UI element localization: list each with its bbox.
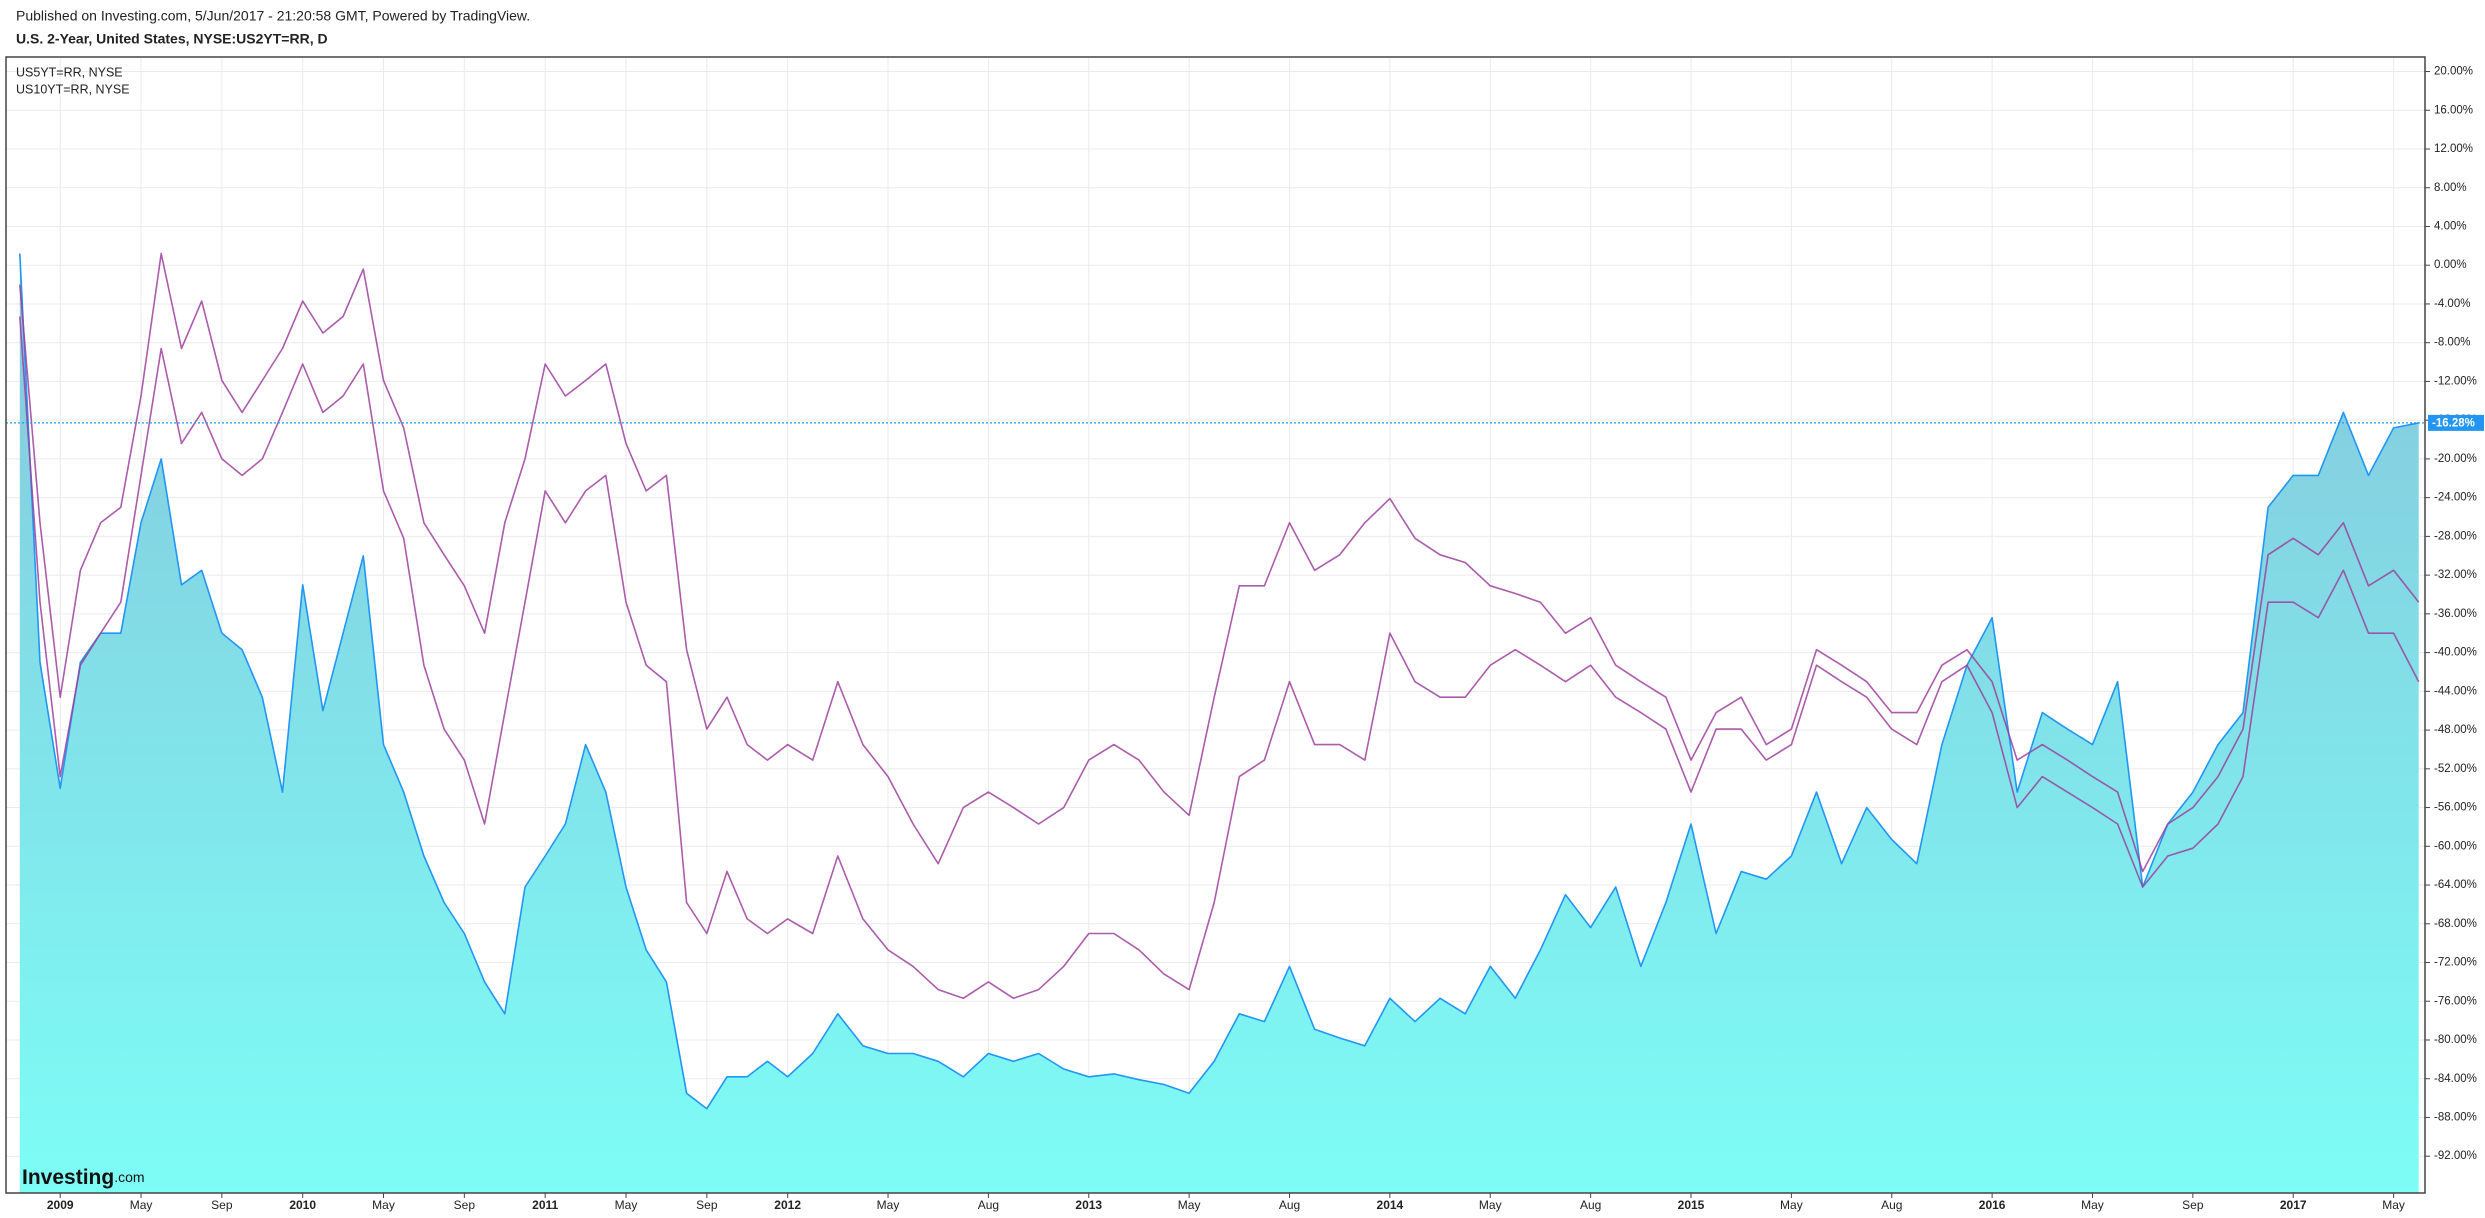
y-tick-label: -88.00% — [2434, 1111, 2477, 1123]
x-tick-label: May — [1178, 1198, 1201, 1212]
y-tick-label: -36.00% — [2434, 608, 2477, 620]
x-tick-label: Aug — [1279, 1198, 1300, 1212]
y-tick-label: -68.00% — [2434, 918, 2477, 930]
x-tick-label: 2017 — [2280, 1198, 2307, 1212]
x-tick-label: 2014 — [1377, 1198, 1404, 1212]
series-line — [19, 316, 2420, 1000]
x-tick-label: May — [372, 1198, 395, 1212]
x-tick-label: May — [615, 1198, 638, 1212]
x-tick-label: May — [1780, 1198, 1803, 1212]
x-tick-label: 2016 — [1979, 1198, 2006, 1212]
y-tick-label: -56.00% — [2434, 802, 2477, 814]
price-label: -16.28% — [2432, 417, 2475, 429]
x-tick-label: 2010 — [289, 1198, 316, 1212]
x-tick-label: May — [2382, 1198, 2405, 1212]
y-tick-label: -44.00% — [2434, 685, 2477, 697]
legend-entry: US10YT=RR, NYSE — [16, 82, 130, 96]
x-tick-label: May — [2081, 1198, 2104, 1212]
y-tick-label: -12.00% — [2434, 375, 2477, 387]
x-tick-label: 2012 — [774, 1198, 801, 1212]
y-tick-label: -72.00% — [2434, 957, 2477, 969]
x-tick-label: 2011 — [532, 1198, 558, 1212]
x-tick-label: May — [877, 1198, 900, 1212]
y-tick-label: -92.00% — [2434, 1150, 2477, 1162]
plot-border — [5, 56, 2426, 1194]
x-tick-label: Aug — [978, 1198, 999, 1212]
x-tick-label: 2015 — [1678, 1198, 1705, 1212]
y-tick-label: -28.00% — [2434, 530, 2477, 542]
y-tick-label: -76.00% — [2434, 995, 2477, 1007]
y-tick-label: 16.00% — [2434, 104, 2473, 116]
y-tick-label: -80.00% — [2434, 1034, 2477, 1046]
x-tick-label: Sep — [696, 1198, 718, 1212]
axes: 20.00% 16.00% 12.00% 8.00% 4.00% 0.00% -4.00% -… — [47, 66, 2484, 1212]
y-tick-label: -60.00% — [2434, 840, 2477, 852]
legend-entry: US5YT=RR, NYSE — [16, 65, 123, 79]
y-tick-label: 20.00% — [2434, 66, 2473, 78]
y-tick-label: -40.00% — [2434, 647, 2477, 659]
y-tick-label: -52.00% — [2434, 763, 2477, 775]
y-tick-label: -8.00% — [2434, 337, 2470, 349]
y-tick-label: -64.00% — [2434, 879, 2477, 891]
y-tick-label: -20.00% — [2434, 453, 2477, 465]
area — [19, 253, 2419, 1193]
y-tick-label: 8.00% — [2434, 182, 2467, 194]
x-tick-label: Aug — [1580, 1198, 1601, 1212]
header: Published on Investing.com, 5/Jun/2017 -… — [16, 8, 530, 24]
y-tick-label: -48.00% — [2434, 724, 2477, 736]
y-tick-label: -24.00% — [2434, 492, 2477, 504]
x-tick-label: Sep — [2182, 1198, 2204, 1212]
x-tick-label: 2013 — [1075, 1198, 1102, 1212]
watermark-suffix: .com — [114, 1169, 144, 1185]
watermark-main: Investing — [22, 1166, 114, 1189]
x-tick-label: 2009 — [47, 1198, 74, 1212]
x-tick-label: Sep — [211, 1198, 233, 1212]
y-tick-label: 12.00% — [2434, 143, 2473, 155]
y-tick-label: -4.00% — [2434, 298, 2470, 310]
y-tick-label: 4.00% — [2434, 221, 2467, 233]
plot — [6, 252, 2425, 1193]
y-tick-label: -32.00% — [2434, 569, 2477, 581]
y-tick-label: -84.00% — [2434, 1073, 2477, 1085]
series-line — [19, 253, 2419, 1110]
x-tick-label: Sep — [454, 1198, 476, 1212]
price-label-box — [2428, 414, 2484, 431]
x-tick-label: Aug — [1881, 1198, 1902, 1212]
y-tick-label: 0.00% — [2434, 259, 2467, 271]
x-tick-label: May — [130, 1198, 153, 1212]
chart-title: U.S. 2-Year, United States, NYSE:US2YT=R… — [16, 31, 328, 47]
watermark: Investing.com — [22, 1166, 145, 1189]
x-tick-label: May — [1479, 1198, 1502, 1212]
series-line — [19, 252, 2420, 873]
